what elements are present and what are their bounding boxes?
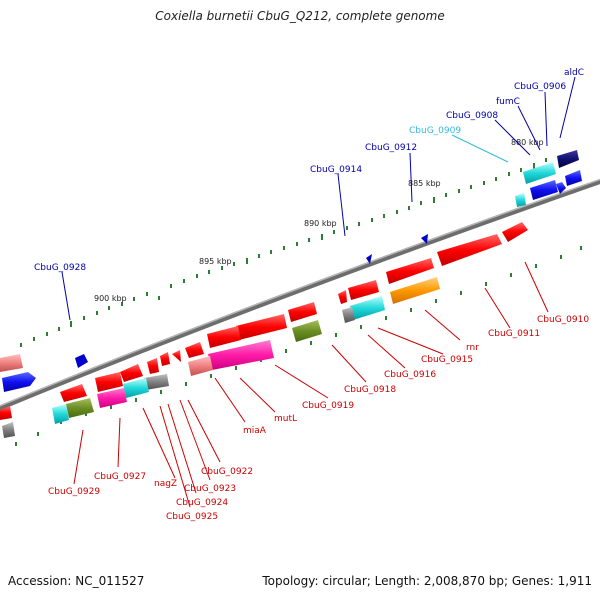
gene-arrow[interactable]	[338, 290, 347, 304]
ruler-label-895: 895 kbp	[199, 257, 232, 266]
gene-arrow[interactable]	[292, 320, 322, 342]
reverse-genes	[0, 222, 528, 438]
gene-arrow[interactable]	[52, 404, 69, 424]
gene-arrow[interactable]	[188, 356, 213, 376]
gene-arrow[interactable]	[348, 280, 379, 300]
reverse-leaders	[73, 261, 549, 508]
leader-cyan	[451, 134, 509, 163]
gene-arrow[interactable]	[207, 326, 241, 348]
gene-arrow[interactable]	[185, 342, 204, 358]
gene-arrow[interactable]	[386, 258, 434, 284]
forward-genes	[0, 150, 582, 392]
gene-label-CbuG_0911[interactable]: CbuG_0911	[488, 329, 540, 339]
gene-arrow[interactable]	[288, 302, 317, 322]
gene-label-CbuG_0912[interactable]: CbuG_0912	[365, 143, 417, 153]
gene-label-CbuG_0924[interactable]: CbuG_0924	[176, 498, 228, 508]
gene-arrow[interactable]	[2, 422, 15, 438]
gene-arrow[interactable]	[172, 350, 181, 362]
gene-arrow[interactable]	[515, 193, 526, 207]
gene-label-CbuG_0922[interactable]: CbuG_0922	[201, 467, 253, 477]
gene-label-fumC[interactable]: fumC	[496, 97, 520, 107]
gene-arrow[interactable]	[390, 277, 440, 304]
gene-arrow[interactable]	[95, 372, 123, 392]
gene-label-miaA[interactable]: miaA	[243, 426, 267, 436]
gene-label-nagZ[interactable]: nagZ	[154, 479, 177, 489]
gene-label-rnr[interactable]: rnr	[466, 343, 479, 353]
ruler-label-900: 900 kbp	[94, 294, 127, 303]
gene-arrow[interactable]	[437, 234, 502, 266]
ruler-label-885: 885 kbp	[408, 179, 441, 188]
gene-label-CbuG_0927[interactable]: CbuG_0927	[94, 472, 146, 482]
inner-ticks	[15, 246, 582, 446]
gene-label-CbuG_0918[interactable]: CbuG_0918	[344, 385, 396, 395]
genome-backbone	[0, 178, 600, 411]
gene-label-CbuG_0929[interactable]: CbuG_0929	[48, 487, 100, 497]
gene-arrow[interactable]	[350, 296, 385, 320]
gene-arrow[interactable]	[421, 234, 428, 244]
gene-label-CbuG_0923[interactable]: CbuG_0923	[184, 484, 236, 494]
gene-label-aldC[interactable]: aldC	[564, 68, 584, 78]
gene-arrow[interactable]	[0, 406, 12, 420]
gene-arrow[interactable]	[120, 364, 143, 382]
gene-label-CbuG_0909[interactable]: CbuG_0909	[409, 126, 461, 136]
gene-arrow[interactable]	[208, 340, 274, 370]
gene-arrow[interactable]	[75, 354, 88, 368]
gene-label-CbuG_0914[interactable]: CbuG_0914	[310, 165, 362, 175]
gene-arrow[interactable]	[0, 354, 23, 372]
gene-arrow[interactable]	[160, 352, 170, 366]
gene-label-mutL[interactable]: mutL	[274, 414, 297, 424]
gene-arrow[interactable]	[144, 374, 169, 390]
accession-text: Accession: NC_011527	[8, 574, 145, 588]
gene-label-CbuG_0908[interactable]: CbuG_0908	[446, 111, 498, 121]
map-title: Coxiella burnetii CbuG_Q212, complete ge…	[155, 9, 445, 23]
gene-label-CbuG_0919[interactable]: CbuG_0919	[302, 401, 354, 411]
gene-arrow[interactable]	[147, 358, 159, 374]
gene-arrow[interactable]	[557, 150, 579, 168]
gene-arrow[interactable]	[123, 378, 149, 398]
gene-label-CbuG_0928[interactable]: CbuG_0928	[34, 263, 86, 273]
gene-arrow[interactable]	[556, 182, 566, 194]
gene-arrow[interactable]	[502, 222, 528, 242]
gene-arrow[interactable]	[366, 254, 372, 264]
gene-label-CbuG_0910[interactable]: CbuG_0910	[537, 315, 589, 325]
gene-label-CbuG_0906[interactable]: CbuG_0906	[514, 82, 566, 92]
ruler-ticks	[20, 158, 547, 347]
gene-arrow[interactable]	[236, 314, 287, 340]
gene-arrow[interactable]	[342, 307, 355, 323]
gene-arrow[interactable]	[97, 388, 127, 408]
gene-label-CbuG_0925[interactable]: CbuG_0925	[166, 512, 218, 522]
gene-arrow[interactable]	[565, 170, 582, 186]
gene-arrow[interactable]	[66, 398, 94, 418]
gene-arrow[interactable]	[523, 162, 556, 184]
topology-text: Topology: circular; Length: 2,008,870 bp…	[262, 574, 592, 588]
ruler-label-890: 890 kbp	[304, 219, 337, 228]
gene-arrow[interactable]	[60, 384, 87, 402]
ruler-label-880: 880 kbp	[511, 138, 544, 147]
gene-label-CbuG_0916[interactable]: CbuG_0916	[384, 370, 436, 380]
gene-arrow[interactable]	[2, 372, 36, 392]
gene-label-CbuG_0915[interactable]: CbuG_0915	[421, 355, 473, 365]
forward-leaders	[61, 76, 576, 321]
gene-arrow[interactable]	[530, 180, 558, 200]
